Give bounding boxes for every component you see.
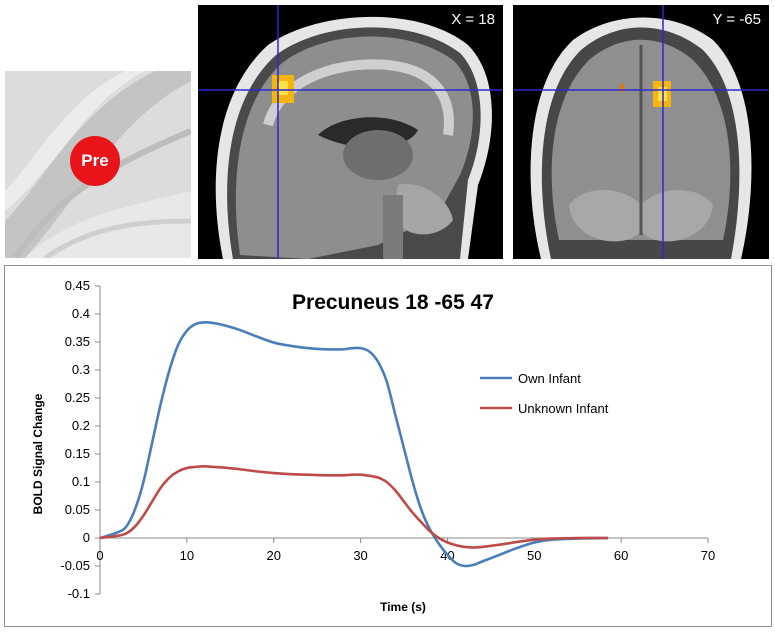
sagittal-image: [198, 5, 503, 259]
legend-label-unknown-infant: Unknown Infant: [518, 401, 609, 416]
y-tick-label: 0.35: [65, 334, 90, 349]
chart-legend: Own Infant Unknown Infant: [480, 371, 609, 416]
x-tick-label: 20: [266, 548, 280, 563]
x-tick-label: 50: [527, 548, 541, 563]
y-axis-title: BOLD Signal Change: [31, 393, 45, 514]
thumbnail-image: [5, 71, 191, 258]
roi-marker-label: Pre: [81, 151, 109, 170]
y-tick-label: -0.05: [60, 558, 90, 573]
y-tick-label: 0.45: [65, 278, 90, 293]
legend-label-own-infant: Own Infant: [518, 371, 581, 386]
chart-frame: Precuneus 18 -65 47 BOLD Signal Change T…: [4, 265, 772, 627]
y-tick-label: 0.25: [65, 390, 90, 405]
x-tick-label: 10: [180, 548, 194, 563]
series-lines: [99, 321, 609, 568]
y-tick-label: 0: [83, 530, 90, 545]
precuneus-location-thumbnail: Pre: [5, 71, 191, 258]
series-line-unknown-infant: [99, 465, 609, 549]
series-line-own-infant: [99, 321, 609, 568]
y-tick-label: 0.05: [65, 502, 90, 517]
tick-labels: -0.1 -0.05 0 0.05 0.1 0.15 0.2 0.25 0.3 0.35 0.4 0.…: [60, 278, 715, 601]
y-tick-label: 0.4: [72, 306, 90, 321]
bold-signal-line-chart: Precuneus 18 -65 47 BOLD Signal Change T…: [31, 278, 715, 614]
x-tick-label: 30: [353, 548, 367, 563]
x-tick-label: 70: [701, 548, 715, 563]
y-tick-label: 0.3: [72, 362, 90, 377]
coronal-image: [513, 5, 769, 259]
x-axis-title: Time (s): [380, 600, 426, 614]
x-tick-label: 0: [96, 548, 103, 563]
chart-title: Precuneus 18 -65 47: [292, 291, 494, 314]
coronal-brain-slice: Y = -65: [513, 5, 769, 259]
y-tick-label: -0.1: [68, 586, 90, 601]
coronal-coordinate-label: Y = -65: [712, 11, 761, 28]
y-tick-label: 0.15: [65, 446, 90, 461]
sagittal-brain-slice: X = 18: [198, 5, 503, 259]
y-tick-label: 0.1: [72, 474, 90, 489]
sagittal-coordinate-label: X = 18: [451, 11, 495, 28]
x-tick-label: 60: [614, 548, 628, 563]
y-tick-label: 0.2: [72, 418, 90, 433]
roi-marker-pre: Pre: [70, 136, 120, 186]
